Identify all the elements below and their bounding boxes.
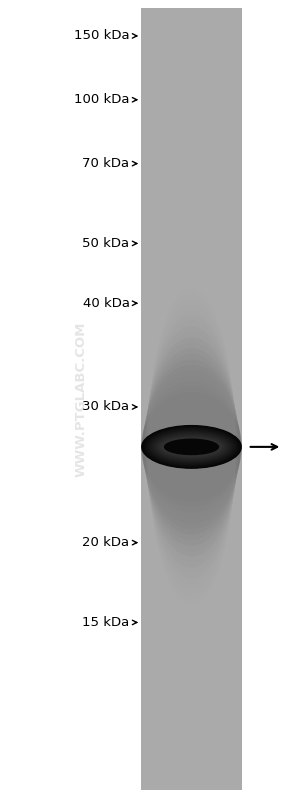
Ellipse shape xyxy=(162,438,221,456)
Ellipse shape xyxy=(156,434,227,460)
Ellipse shape xyxy=(159,436,224,458)
Ellipse shape xyxy=(146,321,237,573)
Ellipse shape xyxy=(145,342,238,551)
Ellipse shape xyxy=(153,432,230,462)
Text: 20 kDa: 20 kDa xyxy=(82,536,130,549)
Ellipse shape xyxy=(144,427,239,467)
Ellipse shape xyxy=(154,433,229,460)
Ellipse shape xyxy=(164,439,219,455)
Ellipse shape xyxy=(147,429,236,465)
Ellipse shape xyxy=(174,445,209,448)
Ellipse shape xyxy=(141,425,242,469)
Ellipse shape xyxy=(145,332,238,562)
Ellipse shape xyxy=(144,354,239,540)
Ellipse shape xyxy=(145,337,238,557)
Text: WWW.PTGLABC.COM: WWW.PTGLABC.COM xyxy=(74,322,87,476)
Ellipse shape xyxy=(143,359,240,535)
Ellipse shape xyxy=(161,437,222,456)
Ellipse shape xyxy=(143,365,240,529)
Ellipse shape xyxy=(158,436,225,458)
Text: 15 kDa: 15 kDa xyxy=(82,616,130,629)
Ellipse shape xyxy=(147,304,236,590)
Ellipse shape xyxy=(160,437,223,456)
Ellipse shape xyxy=(152,432,231,462)
Ellipse shape xyxy=(168,442,215,452)
Text: 30 kDa: 30 kDa xyxy=(82,401,130,413)
Ellipse shape xyxy=(173,444,210,449)
Ellipse shape xyxy=(146,315,237,579)
Ellipse shape xyxy=(141,392,242,502)
Ellipse shape xyxy=(145,428,238,466)
Ellipse shape xyxy=(163,439,220,455)
Ellipse shape xyxy=(167,440,216,453)
Ellipse shape xyxy=(166,440,217,453)
Ellipse shape xyxy=(144,348,239,546)
Ellipse shape xyxy=(169,443,214,452)
Text: 150 kDa: 150 kDa xyxy=(74,30,130,42)
Ellipse shape xyxy=(170,443,213,451)
Ellipse shape xyxy=(175,446,209,448)
Ellipse shape xyxy=(143,426,240,468)
Ellipse shape xyxy=(143,370,240,523)
Ellipse shape xyxy=(146,429,237,465)
Ellipse shape xyxy=(171,444,212,450)
Ellipse shape xyxy=(141,386,242,508)
Ellipse shape xyxy=(154,433,230,461)
Ellipse shape xyxy=(155,434,228,460)
Ellipse shape xyxy=(149,430,234,464)
Ellipse shape xyxy=(168,441,215,452)
Text: 40 kDa: 40 kDa xyxy=(83,297,130,310)
Ellipse shape xyxy=(160,437,223,457)
Ellipse shape xyxy=(157,435,226,459)
Text: 70 kDa: 70 kDa xyxy=(82,157,130,170)
Text: 100 kDa: 100 kDa xyxy=(74,93,130,106)
Ellipse shape xyxy=(165,440,218,454)
Text: 50 kDa: 50 kDa xyxy=(82,237,130,250)
Ellipse shape xyxy=(142,376,241,518)
Ellipse shape xyxy=(146,326,237,567)
Bar xyxy=(141,8,242,790)
Ellipse shape xyxy=(145,427,238,467)
Ellipse shape xyxy=(164,439,219,455)
Ellipse shape xyxy=(142,425,241,468)
Ellipse shape xyxy=(172,444,211,449)
Ellipse shape xyxy=(142,381,241,513)
Ellipse shape xyxy=(147,310,236,584)
Ellipse shape xyxy=(151,431,232,463)
Ellipse shape xyxy=(150,430,233,464)
Ellipse shape xyxy=(148,429,235,464)
